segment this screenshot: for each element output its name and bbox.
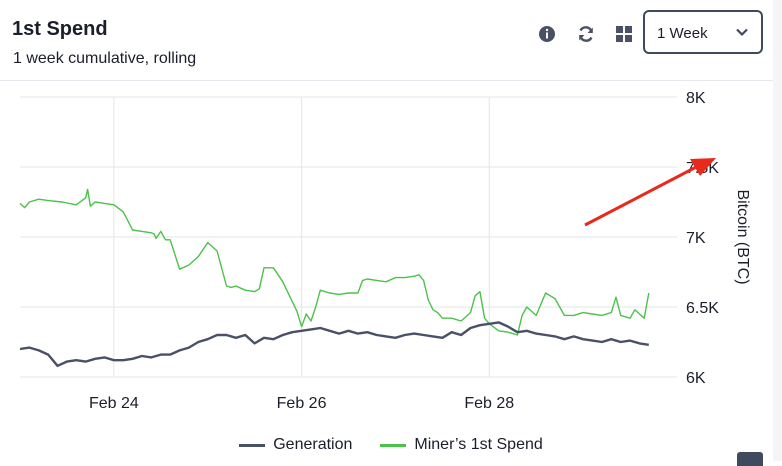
scroll-to-top-button[interactable] [737,452,763,466]
legend-item-first-spend[interactable]: Miner’s 1st Spend [380,436,543,454]
page-edge [773,0,782,461]
header-divider [0,80,782,81]
legend-item-generation[interactable]: Generation [239,436,352,454]
y-tick-label: 7K [686,230,706,247]
page-title: 1st Spend [12,18,108,40]
refresh-icon[interactable] [574,22,598,46]
y-axis-title: Bitcoin (BTC) [734,189,751,284]
grid-icon[interactable] [612,22,636,46]
y-tick-label: 6K [686,370,706,387]
x-tick-label: Feb 26 [277,395,327,412]
legend-swatch-generation [239,443,266,447]
x-tick-label: Feb 24 [89,395,139,412]
legend-label-first-spend: Miner’s 1st Spend [414,436,543,453]
chart-legend: Generation Miner’s 1st Spend [0,436,782,454]
chevron-down-icon [735,25,749,44]
y-tick-label: 6.5K [686,300,719,317]
legend-swatch-first-spend [380,443,407,447]
page-subtitle: 1 week cumulative, rolling [13,50,197,67]
info-icon[interactable] [535,22,559,46]
annotation-arrow-head [690,158,716,176]
series-line-first-spend [19,188,650,336]
x-tick-label: Feb 28 [464,395,514,412]
range-select[interactable]: 1 Week [643,10,763,54]
series-line-generation [19,321,649,367]
legend-label-generation: Generation [273,436,353,453]
range-select-value: 1 Week [657,25,708,42]
annotation-arrow-shaft [584,163,701,227]
y-tick-label: 8K [686,90,706,107]
